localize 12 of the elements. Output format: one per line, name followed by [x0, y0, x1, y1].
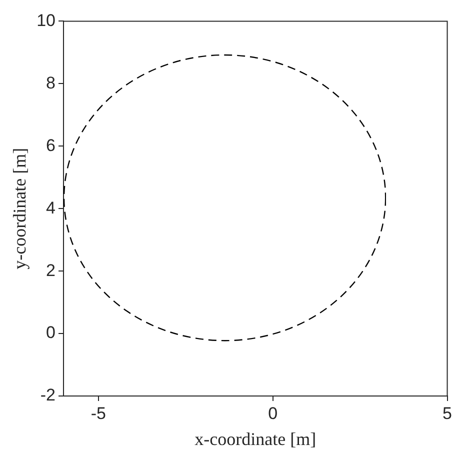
- y-tick-label: 0: [46, 323, 56, 342]
- x-axis-title: x-coordinate [m]: [194, 428, 316, 449]
- y-axis-title: y-coordinate [m]: [10, 148, 30, 270]
- y-tick-label: 6: [46, 136, 56, 155]
- x-tick-label: 5: [442, 404, 452, 423]
- y-tick-label: 10: [36, 10, 56, 30]
- x-tick-label: 0: [268, 404, 278, 423]
- y-tick-label: 2: [46, 260, 56, 280]
- y-tick-label: 4: [46, 198, 56, 218]
- x-tick-label: -5: [90, 404, 106, 423]
- y-tick-label: -2: [40, 386, 56, 405]
- y-tick-label: 8: [46, 73, 56, 92]
